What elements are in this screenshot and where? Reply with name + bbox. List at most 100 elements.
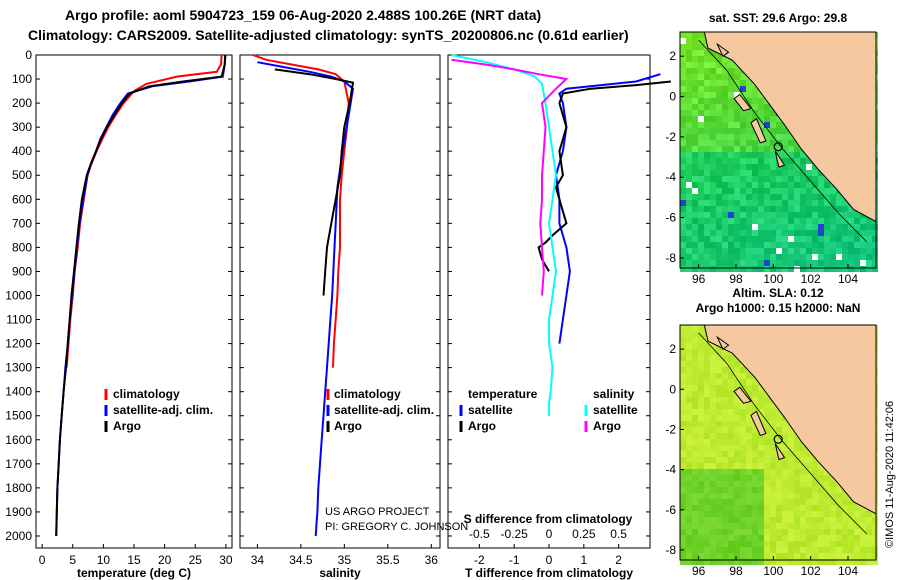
map-cell (872, 248, 878, 254)
map-cell (710, 200, 716, 206)
map-cell (806, 529, 812, 535)
map-cell (818, 224, 824, 230)
map-cell (824, 260, 830, 266)
y-tick-label: 0 (669, 90, 676, 104)
map-cell (752, 200, 758, 206)
map-cell (854, 218, 860, 224)
y-tick-label: 100 (12, 72, 32, 86)
map-cell (752, 218, 758, 224)
map-cell (806, 266, 812, 272)
map-cell (806, 505, 812, 511)
map-cell (716, 367, 722, 373)
map-cell (758, 122, 764, 128)
map-cell (788, 164, 794, 170)
map-cell (740, 559, 746, 565)
map-cell (710, 122, 716, 128)
map-cell (722, 68, 728, 74)
map-cell (698, 355, 704, 361)
map-cell (770, 128, 776, 134)
map-cell (776, 409, 782, 415)
map-cell (698, 140, 704, 146)
map-cell (728, 206, 734, 212)
map-cell (866, 559, 872, 565)
map-cell (830, 254, 836, 260)
map-cell (734, 146, 740, 152)
map-cell (692, 44, 698, 50)
map-cell (692, 128, 698, 134)
map-cell (776, 553, 782, 559)
map-cell (698, 397, 704, 403)
map-cell (782, 499, 788, 505)
map-cell (758, 152, 764, 158)
map-cell (740, 122, 746, 128)
map-cell (758, 559, 764, 565)
map-cell (836, 230, 842, 236)
map-cell (824, 200, 830, 206)
map-cell (800, 469, 806, 475)
island (716, 335, 730, 350)
map-cell (686, 170, 692, 176)
map-cell (764, 403, 770, 409)
map-cell (704, 541, 710, 547)
map-cell (746, 445, 752, 451)
map-cell (734, 134, 740, 140)
map-cell (686, 194, 692, 200)
map-cell (788, 559, 794, 565)
top-axis-label: S difference from climatology (464, 512, 633, 526)
map-cell (740, 445, 746, 451)
map-cell (692, 38, 698, 44)
map-cell (704, 523, 710, 529)
map-cell (728, 248, 734, 254)
map-cell (848, 523, 854, 529)
map-cell (710, 218, 716, 224)
map-cell (698, 553, 704, 559)
map-cell (848, 242, 854, 248)
map-cell (716, 128, 722, 134)
map-cell (788, 170, 794, 176)
map-cell (680, 487, 686, 493)
map-cell (752, 559, 758, 565)
map-cell (728, 170, 734, 176)
map-cell (698, 511, 704, 517)
map-cell (794, 170, 800, 176)
map-cell (788, 457, 794, 463)
map-cell (746, 158, 752, 164)
map-cell (830, 541, 836, 547)
map-cell (680, 535, 686, 541)
map-cell (698, 128, 704, 134)
map-cell (818, 182, 824, 188)
map-cell (812, 242, 818, 248)
map-cell (830, 188, 836, 194)
map-cell (854, 230, 860, 236)
map-cell (866, 511, 872, 517)
map-cell (794, 260, 800, 266)
map-cell (848, 553, 854, 559)
map-cell (698, 242, 704, 248)
map-cell (710, 523, 716, 529)
map-cell (686, 547, 692, 553)
map-cell (770, 254, 776, 260)
map-cell (686, 176, 692, 182)
y-tick-label: 1900 (5, 505, 32, 519)
map-cell (788, 439, 794, 445)
map-cell (854, 535, 860, 541)
map-cell (758, 481, 764, 487)
map-cell (710, 481, 716, 487)
map-cell (686, 487, 692, 493)
map-cell (734, 248, 740, 254)
map-cell (692, 367, 698, 373)
map-cell (800, 152, 806, 158)
map-cell (830, 206, 836, 212)
map-cell (770, 433, 776, 439)
map-cell (692, 134, 698, 140)
map-cell (746, 182, 752, 188)
map-cell (746, 140, 752, 146)
map-cell (710, 373, 716, 379)
map-cell (824, 230, 830, 236)
map-cell (824, 505, 830, 511)
map-cell (746, 541, 752, 547)
map-cell (704, 146, 710, 152)
map-cell (710, 212, 716, 218)
y-tick-label: 1500 (5, 409, 32, 423)
map-cell (728, 505, 734, 511)
